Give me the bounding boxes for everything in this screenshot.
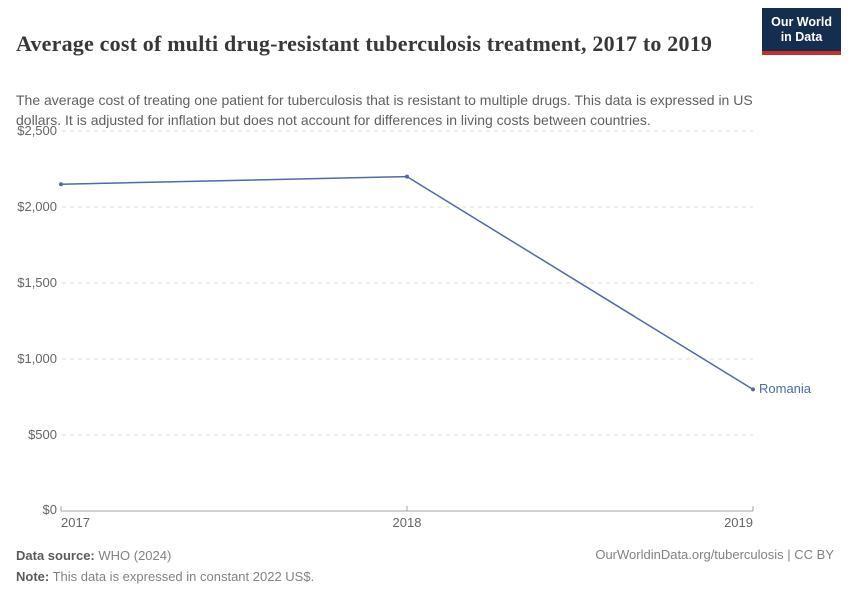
data-source-value: WHO (2024): [94, 548, 172, 563]
x-axis-tick-label: 2019: [724, 515, 753, 530]
owid-logo-line1: Our World: [771, 15, 832, 29]
owid-logo-line2: in Data: [780, 30, 823, 44]
page-title: Average cost of multi drug-resistant tub…: [16, 30, 713, 56]
y-axis-tick-label: $0: [42, 502, 57, 517]
note-label: Note:: [16, 569, 50, 584]
x-axis-tick-label: 2018: [392, 515, 422, 530]
y-axis-tick-label: $2,000: [17, 199, 57, 214]
series-label-romania: Romania: [759, 381, 812, 396]
y-axis-tick-label: $1,000: [17, 351, 57, 366]
data-source-line: Data source: WHO (2024): [16, 545, 314, 566]
chart-subtitle: The average cost of treating one patient…: [16, 92, 753, 128]
y-axis-tick-label: $1,500: [17, 275, 57, 290]
x-axis-tick-label: 2017: [61, 515, 90, 530]
owid-logo[interactable]: Our World in Data: [762, 8, 841, 55]
footer-source-note: Data source: WHO (2024) Note: This data …: [16, 545, 314, 587]
note-value: This data is expressed in constant 2022 …: [49, 569, 315, 584]
note-line: Note: This data is expressed in constant…: [16, 566, 314, 587]
data-source-label: Data source:: [16, 548, 95, 563]
y-axis-tick-label: $2,500: [17, 123, 57, 138]
y-axis-tick-label: $500: [28, 427, 57, 442]
owid-license-link[interactable]: OurWorldinData.org/tuberculosis | CC BY: [595, 547, 834, 562]
